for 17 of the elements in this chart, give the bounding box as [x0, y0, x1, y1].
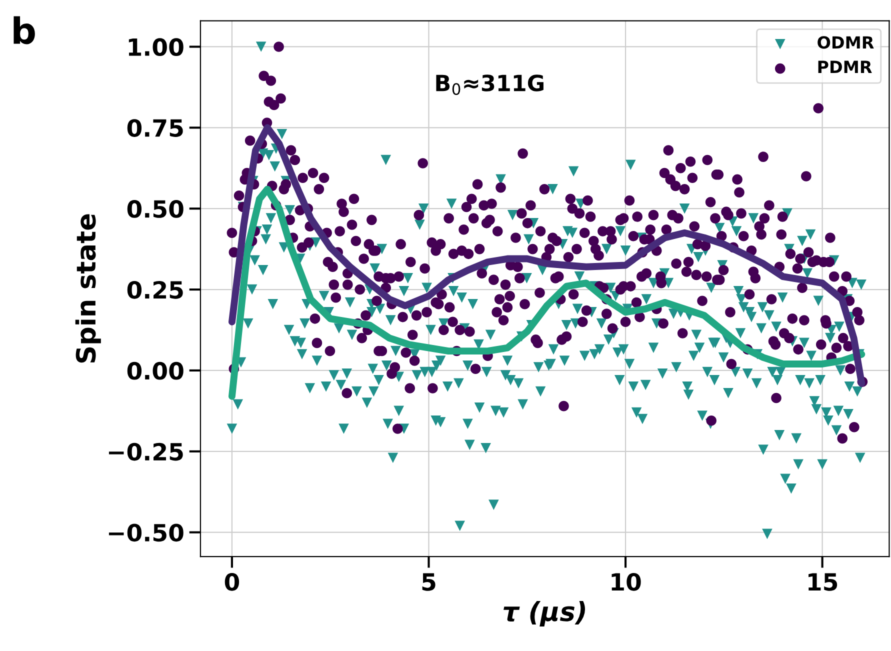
- y-axis-title: Spin state: [75, 214, 101, 363]
- y-tick-label: 0.75: [127, 119, 183, 137]
- x-axis-title: τ (μs): [504, 600, 586, 627]
- legend-label: ODMR: [818, 36, 874, 49]
- y-tick-label: 0.25: [127, 280, 183, 299]
- x-tick-label: 10: [612, 572, 641, 591]
- x-tick-label: 5: [422, 573, 436, 591]
- text: b: [14, 16, 35, 44]
- x-tick-label: 0: [224, 572, 240, 591]
- annotation: B$_{0}$≈311G: [436, 74, 544, 95]
- y-tick-label: −0.50: [108, 524, 184, 542]
- legend-label: PDMR: [818, 60, 872, 73]
- x-tick-label: 15: [808, 573, 838, 591]
- y-tick-label: 1.00: [128, 38, 184, 56]
- y-tick-label: 0.50: [127, 200, 184, 218]
- y-tick-label: −0.25: [108, 442, 183, 461]
- y-tick-label: 0.00: [127, 362, 184, 380]
